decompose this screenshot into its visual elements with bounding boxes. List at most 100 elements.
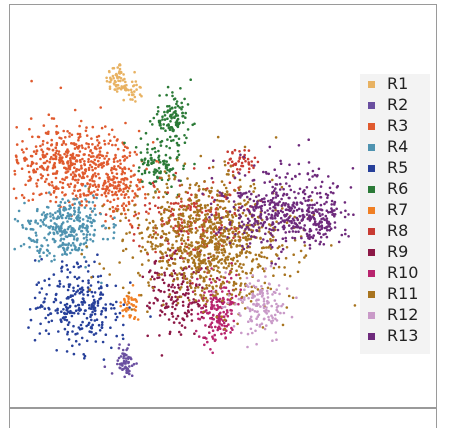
point-r11 bbox=[124, 247, 128, 251]
point-r3 bbox=[90, 165, 94, 169]
point-r6 bbox=[161, 118, 164, 121]
point-r13 bbox=[311, 215, 315, 218]
point-r1 bbox=[130, 91, 133, 94]
point-r5 bbox=[104, 333, 108, 337]
point-r10 bbox=[210, 321, 214, 325]
point-r4 bbox=[62, 237, 66, 241]
point-r2 bbox=[123, 375, 126, 379]
point-r9 bbox=[176, 298, 179, 301]
point-r11 bbox=[222, 207, 225, 210]
point-r11 bbox=[275, 220, 278, 223]
point-r3 bbox=[97, 134, 101, 138]
point-r11 bbox=[204, 296, 208, 300]
point-r3 bbox=[113, 167, 116, 171]
point-r11 bbox=[188, 183, 192, 187]
point-r13 bbox=[288, 209, 292, 213]
legend-label: R9 bbox=[387, 242, 409, 261]
point-r11 bbox=[209, 224, 212, 228]
point-r4 bbox=[76, 237, 79, 240]
point-r11 bbox=[249, 271, 252, 275]
point-r10 bbox=[205, 337, 208, 340]
point-r13 bbox=[302, 190, 305, 193]
point-r11 bbox=[239, 185, 242, 188]
point-r9 bbox=[172, 321, 176, 324]
point-r1 bbox=[105, 79, 109, 83]
point-r11 bbox=[245, 255, 248, 259]
point-r13 bbox=[329, 191, 333, 194]
point-r13 bbox=[280, 197, 283, 201]
point-r11 bbox=[231, 174, 235, 177]
point-r8 bbox=[238, 157, 241, 160]
point-r5 bbox=[68, 271, 72, 274]
point-r3 bbox=[35, 182, 38, 185]
point-r4 bbox=[71, 241, 75, 245]
point-r13 bbox=[343, 215, 347, 219]
point-r13 bbox=[270, 262, 274, 265]
point-r8 bbox=[185, 230, 189, 233]
point-r11 bbox=[196, 255, 199, 258]
point-r3 bbox=[157, 190, 161, 193]
point-r13 bbox=[319, 240, 322, 244]
point-r11 bbox=[199, 275, 203, 279]
point-r5 bbox=[77, 306, 81, 310]
point-r3 bbox=[87, 153, 91, 157]
point-r4 bbox=[72, 219, 76, 222]
point-r13 bbox=[218, 191, 221, 194]
point-r6 bbox=[168, 146, 171, 150]
point-r1 bbox=[109, 80, 112, 84]
point-r6 bbox=[164, 153, 168, 157]
point-r11 bbox=[202, 187, 205, 191]
point-r11 bbox=[210, 186, 213, 190]
point-r5 bbox=[91, 323, 94, 327]
point-r4 bbox=[52, 231, 55, 235]
point-r13 bbox=[306, 172, 310, 176]
point-r3 bbox=[69, 161, 72, 165]
point-r4 bbox=[45, 238, 48, 242]
point-r11 bbox=[180, 183, 184, 187]
point-r11 bbox=[159, 212, 163, 216]
point-r6 bbox=[159, 126, 163, 130]
point-r11 bbox=[237, 273, 241, 276]
point-r11 bbox=[147, 281, 150, 284]
point-r1 bbox=[123, 77, 126, 81]
point-r12 bbox=[255, 304, 259, 308]
point-r4 bbox=[21, 226, 25, 229]
point-r6 bbox=[158, 94, 161, 97]
point-r3 bbox=[80, 200, 83, 203]
point-r12 bbox=[251, 292, 254, 295]
point-r11 bbox=[159, 206, 163, 209]
point-r6 bbox=[139, 151, 143, 154]
point-r3 bbox=[117, 180, 120, 184]
point-r6 bbox=[168, 156, 172, 159]
point-r11 bbox=[190, 256, 194, 260]
point-r4 bbox=[19, 244, 23, 248]
point-r11 bbox=[164, 191, 167, 194]
point-r10 bbox=[208, 331, 211, 335]
point-r5 bbox=[89, 307, 93, 311]
point-r3 bbox=[40, 148, 43, 151]
point-r13 bbox=[242, 155, 246, 159]
point-r11 bbox=[161, 259, 164, 263]
point-r4 bbox=[84, 265, 87, 269]
point-r3 bbox=[116, 204, 119, 208]
point-r13 bbox=[312, 223, 316, 226]
point-r5 bbox=[85, 316, 89, 320]
point-r1 bbox=[129, 98, 132, 101]
point-r13 bbox=[262, 170, 265, 174]
point-r5 bbox=[114, 312, 117, 316]
point-r13 bbox=[259, 207, 263, 210]
point-r11 bbox=[293, 239, 297, 242]
point-r3 bbox=[110, 190, 114, 194]
point-r11 bbox=[200, 234, 204, 238]
point-r3 bbox=[91, 184, 95, 187]
point-r4 bbox=[17, 209, 21, 213]
legend-item-r12: R12 bbox=[368, 305, 430, 325]
point-r3 bbox=[137, 212, 141, 215]
point-r11 bbox=[353, 304, 357, 307]
point-r5 bbox=[73, 275, 77, 279]
point-r11 bbox=[216, 135, 220, 139]
point-r4 bbox=[51, 237, 55, 241]
point-r3 bbox=[107, 191, 110, 195]
point-r6 bbox=[182, 167, 185, 171]
point-r6 bbox=[149, 153, 153, 157]
